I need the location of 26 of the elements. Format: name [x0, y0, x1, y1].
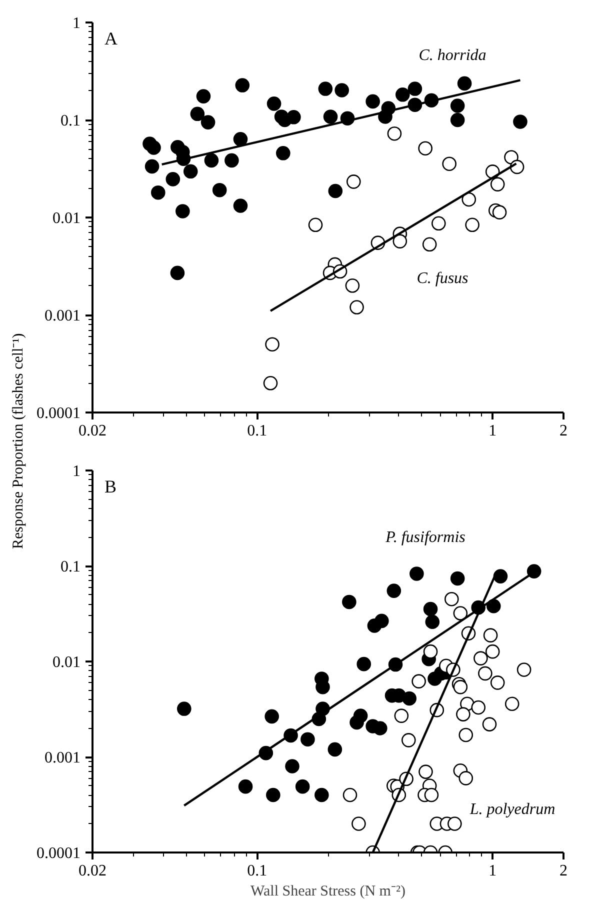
chart-title: B: [104, 476, 117, 496]
y-tick-label: 0.001: [44, 308, 80, 324]
y-tick-label: 1: [72, 463, 80, 480]
x-axis-title: Wall Shear Stress (N m⁻²): [250, 884, 406, 900]
y-axis-title: Response Proportion (flashes cell⁻¹): [10, 333, 26, 549]
x-tick-label: 0.02: [78, 422, 106, 440]
annotation: L. polyedrum: [468, 801, 556, 818]
y-tick-label: 0.001: [44, 750, 80, 766]
annotation: P. fusiformis: [384, 529, 466, 546]
x-tick-label: 2: [560, 422, 568, 440]
x-tick-label: 0.02: [78, 862, 106, 880]
annotation: C. horrida: [418, 47, 486, 64]
chart-title: A: [104, 28, 118, 48]
x-tick-label: 0.1: [247, 862, 268, 880]
y-tick-label: 0.01: [52, 210, 80, 227]
y-tick-label: 0.01: [52, 654, 80, 671]
y-tick-label: 0.1: [60, 112, 80, 130]
annotation: C. fusus: [416, 270, 468, 287]
y-tick-label: 1: [72, 15, 80, 32]
y-tick-label: 0.0001: [36, 845, 80, 862]
y-tick-label: 0.1: [60, 558, 80, 576]
x-tick-label: 0.1: [247, 422, 268, 440]
x-tick-label: 1: [488, 422, 497, 440]
y-tick-label: 0.0001: [36, 405, 80, 422]
x-tick-label: 1: [488, 862, 497, 880]
x-tick-label: 2: [560, 862, 568, 880]
